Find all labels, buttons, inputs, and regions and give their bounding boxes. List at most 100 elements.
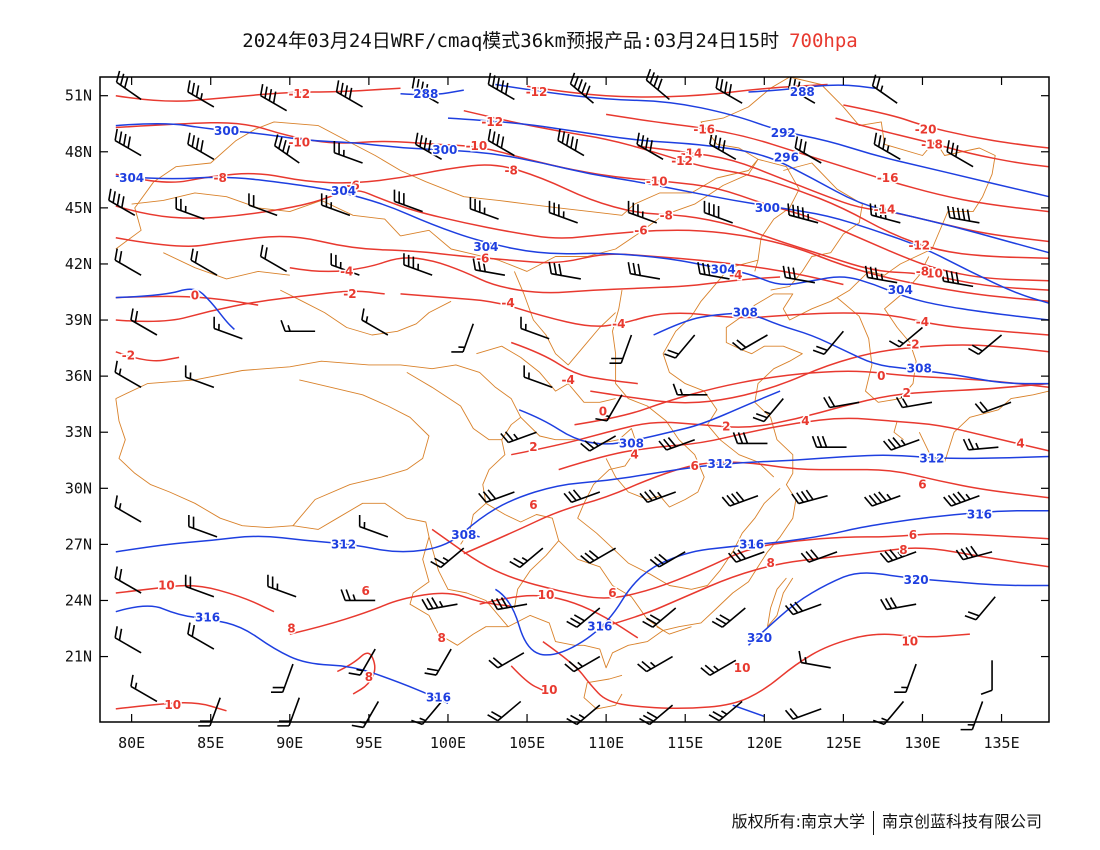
temperature-contour-label: 8: [437, 631, 445, 645]
temperature-contour: [115, 87, 401, 102]
lon-tick-label: 115E: [667, 734, 703, 752]
wind-barb: [259, 83, 288, 112]
wind-barb: [187, 132, 215, 160]
temperature-contour-label: -10: [646, 175, 668, 189]
height-contour-label: 308: [733, 306, 758, 320]
temperature-contour-label: -4: [501, 296, 514, 310]
lat-tick-label: 51N: [65, 87, 92, 105]
height-contour-label: 320: [747, 631, 772, 645]
temperature-contour-label: -16: [877, 171, 899, 185]
wind-barb: [403, 253, 433, 276]
temperature-contour-label: 6: [608, 586, 616, 600]
contour-label-layer: -20-18-16-16-14-14-12-12-12-12-12-10 -10-…: [118, 83, 1027, 713]
wind-barb: [248, 193, 278, 217]
temperature-contour-layer: [115, 83, 1050, 712]
province-boundary: [770, 162, 863, 291]
wind-barb: [478, 489, 515, 504]
temperature-contour-label: -4: [612, 317, 625, 331]
wind-barb: [788, 76, 816, 104]
temperature-contour-label: -4: [340, 264, 353, 278]
wind-barb: [980, 660, 993, 696]
temperature-contour-label: 2: [902, 386, 910, 400]
temperature-contour-label: -4: [729, 268, 742, 282]
wind-barb: [580, 547, 617, 564]
lon-tick-label: 110E: [588, 734, 624, 752]
temperature-contour-label: -12: [288, 87, 310, 101]
province-boundary: [836, 256, 930, 403]
height-contour-label: 312: [919, 451, 944, 465]
wind-barb: [340, 589, 376, 602]
wind-barb: [639, 489, 677, 504]
height-contour-label: 308: [907, 362, 932, 376]
province-boundary: [292, 379, 430, 526]
height-contour: [455, 533, 480, 538]
province-boundary: [428, 536, 509, 627]
temperature-contour-label: 8: [899, 543, 907, 557]
height-contour-label: 288: [790, 85, 815, 99]
height-contour-label: 300: [755, 201, 780, 215]
temperature-contour: [115, 235, 844, 286]
wind-barb: [114, 128, 142, 157]
wind-barb: [548, 200, 578, 224]
wind-barb: [414, 132, 443, 160]
temperature-contour-label: -10: [288, 135, 310, 149]
axis-layer: 80E 85E 90E 95E 100E 105E 110E 115E 120E 125E 130E…: [65, 77, 1049, 752]
temperature-contour: [843, 104, 1050, 149]
lat-tick-label: 33N: [65, 423, 92, 441]
province-boundary: [400, 76, 790, 272]
temperature-contour-label: -16: [693, 122, 715, 136]
wind-barb: [711, 607, 746, 628]
wind-barb: [190, 248, 218, 276]
temperature-contour-label: -12: [908, 238, 930, 252]
wind-barb: [330, 253, 360, 276]
wind-barb: [487, 72, 515, 101]
wind-barb: [703, 200, 733, 224]
province-boundary: [115, 398, 575, 646]
wind-barb: [280, 319, 316, 333]
lat-tick-label: 21N: [65, 648, 92, 666]
height-contour-label: 316: [967, 507, 992, 521]
wind-barb: [500, 431, 537, 444]
height-contour: [495, 509, 1049, 656]
wind-barb: [700, 659, 737, 676]
wind-barb: [947, 205, 980, 224]
wind-barb: [787, 203, 819, 224]
wind-barb: [627, 200, 658, 224]
height-contour-label: 292: [771, 126, 796, 140]
temperature-contour-label: 4: [630, 448, 638, 462]
province-boundary: [406, 372, 502, 441]
temperature-contour: [542, 633, 970, 710]
temperature-contour-label: -2: [906, 337, 919, 351]
wind-barb: [784, 601, 822, 616]
wind-barb: [946, 140, 974, 168]
wind-barb: [708, 700, 743, 722]
wind-barb: [721, 491, 759, 507]
height-contour-label: 304: [888, 283, 913, 297]
wind-barb: [672, 383, 708, 396]
wind-barb: [664, 334, 696, 359]
temperature-contour: [115, 121, 1050, 282]
wind-barb: [487, 700, 522, 722]
height-contour-label: 316: [587, 620, 612, 634]
lat-tick-label: 45N: [65, 199, 92, 217]
wind-barb: [715, 76, 743, 104]
wind-barb: [277, 697, 301, 727]
temperature-contour-label: 10: [164, 698, 181, 712]
province-boundary: [583, 674, 623, 710]
temperature-contour-label: -8: [505, 163, 518, 177]
lat-tick-label: 42N: [65, 255, 92, 273]
province-boundary: [918, 390, 1050, 463]
wind-barb: [800, 549, 838, 563]
height-contour-label: 304: [711, 263, 736, 277]
temperature-contour-label: 10: [158, 579, 175, 593]
temperature-contour-label: 8: [766, 556, 774, 570]
wind-barb: [557, 128, 585, 157]
temperature-contour-label: -2: [343, 287, 356, 301]
province-boundary: [163, 252, 290, 280]
temperature-contour-label: -12: [671, 154, 693, 168]
lon-tick-label: 120E: [746, 734, 782, 752]
wind-barb: [609, 334, 633, 364]
wind-barb: [187, 80, 215, 108]
copyright-text: 版权所有:南京大学: [731, 812, 865, 831]
